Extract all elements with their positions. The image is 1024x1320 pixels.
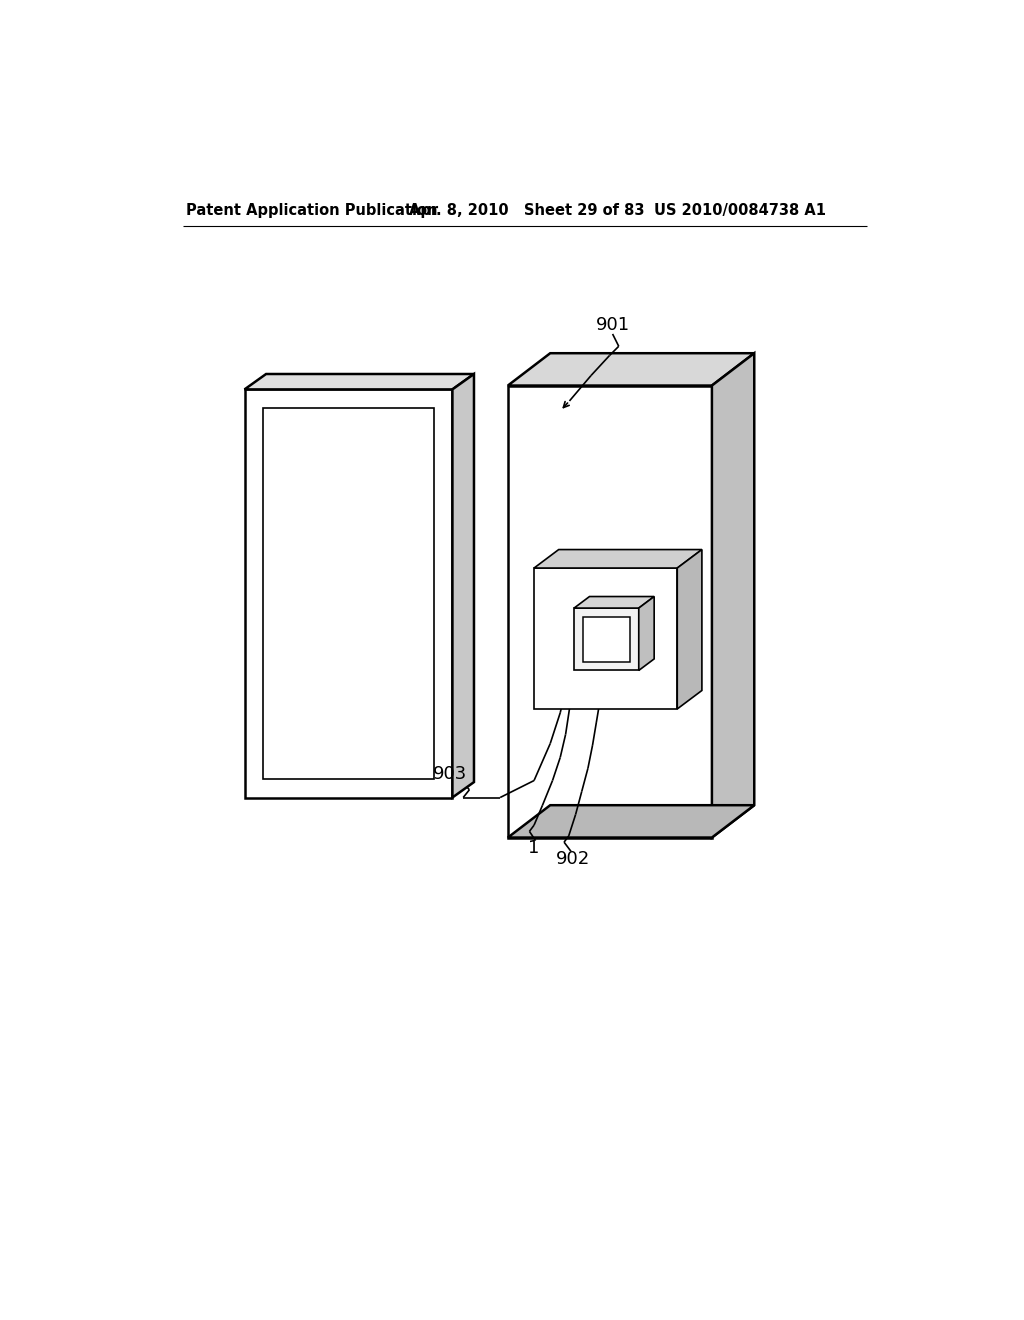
Polygon shape [677, 549, 701, 709]
Text: Apr. 8, 2010   Sheet 29 of 83: Apr. 8, 2010 Sheet 29 of 83 [410, 203, 645, 218]
Text: FIG. 29: FIG. 29 [261, 527, 394, 560]
Polygon shape [574, 609, 639, 671]
Text: Patent Application Publication: Patent Application Publication [186, 203, 437, 218]
Polygon shape [508, 805, 755, 837]
Polygon shape [535, 549, 701, 568]
Polygon shape [508, 354, 755, 385]
Text: 903: 903 [433, 766, 467, 783]
Text: US 2010/0084738 A1: US 2010/0084738 A1 [654, 203, 826, 218]
Text: 902: 902 [555, 850, 590, 869]
Text: 901: 901 [596, 315, 630, 334]
Polygon shape [245, 389, 453, 797]
Polygon shape [535, 568, 677, 709]
Polygon shape [453, 374, 474, 797]
Polygon shape [508, 385, 712, 837]
Text: 1: 1 [528, 840, 540, 857]
Polygon shape [263, 408, 434, 779]
Polygon shape [639, 597, 654, 671]
Polygon shape [583, 616, 631, 663]
Polygon shape [574, 597, 654, 609]
Polygon shape [245, 374, 474, 389]
Polygon shape [712, 354, 755, 837]
